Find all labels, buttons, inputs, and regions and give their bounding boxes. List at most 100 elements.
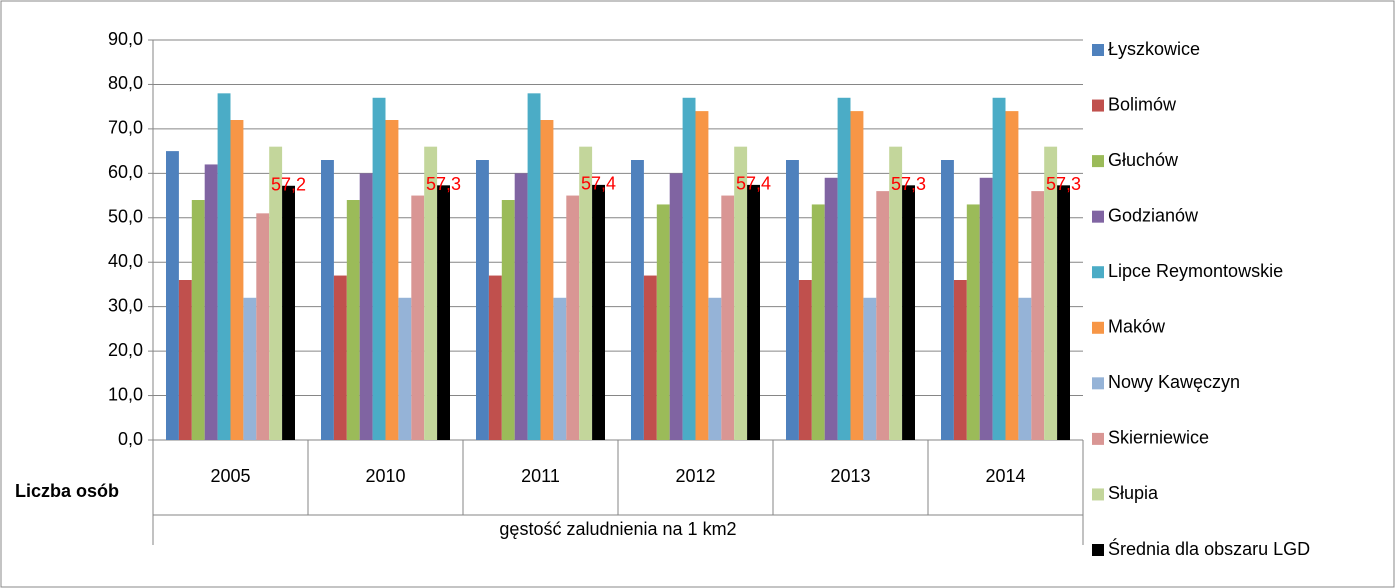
y-tick-label: 80,0 xyxy=(108,73,143,93)
bar xyxy=(346,200,360,440)
bar xyxy=(256,213,270,440)
bar xyxy=(902,185,915,440)
bar xyxy=(863,297,877,440)
legend-label: Lipce Reymontowskie xyxy=(1108,261,1283,281)
legend-swatch xyxy=(1092,210,1104,223)
bar xyxy=(837,97,851,441)
legend-label: Maków xyxy=(1108,317,1166,337)
bar xyxy=(333,275,347,440)
bar xyxy=(656,204,670,440)
data-label: 57,4 xyxy=(581,174,616,194)
bar xyxy=(1057,185,1070,440)
bar xyxy=(941,160,954,440)
bar xyxy=(953,280,967,440)
legend-label: Łyszkowice xyxy=(1108,39,1200,59)
x-tick-label: 2013 xyxy=(830,466,870,486)
data-label: 57,4 xyxy=(736,174,771,194)
bar xyxy=(966,204,980,440)
bar xyxy=(178,280,192,440)
x-tick-label: 2005 xyxy=(210,466,250,486)
y-tick-label: 30,0 xyxy=(108,295,143,315)
y-tick-label: 0,0 xyxy=(118,429,143,449)
bar xyxy=(1005,111,1019,440)
bar xyxy=(1031,191,1045,440)
x-tick-label: 2010 xyxy=(365,466,405,486)
bar xyxy=(850,111,864,440)
bar xyxy=(217,93,231,440)
bar xyxy=(682,97,696,441)
bar xyxy=(566,195,580,440)
bar xyxy=(191,200,205,440)
bar xyxy=(889,146,903,440)
bar xyxy=(786,160,799,440)
y-tick-label: 50,0 xyxy=(108,207,143,227)
bar xyxy=(669,173,683,441)
legend-label: Skierniewice xyxy=(1108,428,1209,448)
bar xyxy=(592,184,605,440)
y-tick-label: 10,0 xyxy=(108,384,143,404)
x-tick-label: 2012 xyxy=(675,466,715,486)
bar xyxy=(501,200,515,440)
y-tick-label: 20,0 xyxy=(108,340,143,360)
legend-label: Nowy Kawęczyn xyxy=(1108,372,1240,392)
bar xyxy=(243,297,257,440)
legend-swatch xyxy=(1092,155,1104,168)
data-label: 57,2 xyxy=(271,175,306,195)
y-tick-label: 70,0 xyxy=(108,118,143,138)
bar xyxy=(708,297,722,440)
bar xyxy=(321,160,334,440)
bar xyxy=(1018,297,1032,440)
bar xyxy=(282,185,295,440)
bar xyxy=(527,93,541,440)
bar xyxy=(540,120,554,440)
bar xyxy=(488,275,502,440)
bar xyxy=(811,204,825,440)
bar xyxy=(979,177,993,440)
bar xyxy=(747,184,760,440)
bar xyxy=(734,146,748,440)
x-tick-label: 2011 xyxy=(521,466,560,486)
bar xyxy=(553,297,567,440)
bar xyxy=(579,146,593,440)
bar xyxy=(359,173,373,441)
legend-swatch xyxy=(1092,544,1104,556)
legend-swatch xyxy=(1092,488,1104,501)
legend-label: Głuchów xyxy=(1108,150,1179,170)
data-label: 57,3 xyxy=(426,174,461,194)
legend-swatch xyxy=(1092,321,1104,334)
legend-label: Godzianów xyxy=(1108,205,1199,225)
bar xyxy=(695,111,709,440)
bar xyxy=(411,195,425,440)
bar xyxy=(992,97,1006,441)
legend-label: Bolimów xyxy=(1108,94,1177,114)
bar xyxy=(798,280,812,440)
x-tick-label: 2014 xyxy=(985,466,1025,486)
bar xyxy=(721,195,735,440)
bar xyxy=(385,120,399,440)
bar xyxy=(204,164,218,440)
bar xyxy=(230,120,244,440)
x-axis-title: gęstość zaludnienia na 1 km2 xyxy=(499,519,736,539)
bar xyxy=(269,146,283,440)
data-label: 57,3 xyxy=(891,174,926,194)
y-tick-label: 90,0 xyxy=(108,29,143,49)
legend-swatch xyxy=(1092,44,1104,56)
bar xyxy=(372,97,386,441)
bar xyxy=(876,191,890,440)
bar xyxy=(437,185,450,440)
bar xyxy=(643,275,657,440)
bar xyxy=(424,146,438,440)
legend-swatch xyxy=(1092,432,1104,445)
legend-label: Średnia dla obszaru LGD xyxy=(1108,538,1310,559)
y-tick-label: 60,0 xyxy=(108,162,143,182)
legend-swatch xyxy=(1092,377,1104,390)
y-tick-label: 40,0 xyxy=(108,251,143,271)
bar xyxy=(631,160,644,440)
legend-label: Słupia xyxy=(1108,483,1159,503)
bar xyxy=(166,151,179,440)
bar xyxy=(514,173,528,441)
legend-swatch xyxy=(1092,99,1104,112)
y-axis-title: Liczba osób xyxy=(15,481,119,501)
bar xyxy=(824,177,838,440)
